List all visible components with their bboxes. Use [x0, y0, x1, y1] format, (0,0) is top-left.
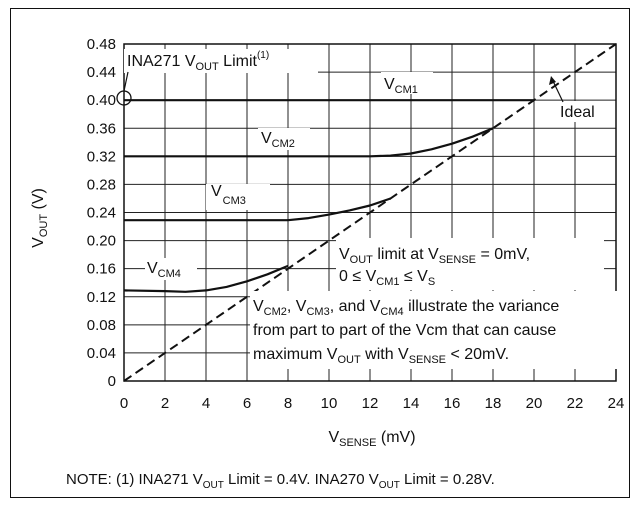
series-line-vcm2	[124, 127, 494, 158]
x-tick-label: 10	[321, 395, 338, 412]
y-tick-label: 0.48	[87, 36, 116, 53]
x-tick-label: 12	[362, 395, 379, 412]
plot-area-border	[123, 43, 617, 382]
annotation-vout-limit-bg	[336, 238, 604, 290]
vcm2-label-bg	[258, 128, 310, 150]
vcm1-label: VCM1	[384, 76, 418, 96]
y-tick-label: 0	[108, 373, 116, 390]
x-axis-label: VSENSE (mV)	[328, 429, 415, 449]
limit-label-bg	[124, 49, 318, 73]
y-tick-label: 0.40	[87, 92, 116, 109]
vcm3-label: VCM3	[211, 183, 246, 207]
ideal-arrowhead	[549, 76, 556, 85]
y-tick-label: 0.24	[87, 205, 116, 222]
x-tick-label: 18	[485, 395, 502, 412]
x-tick-label: 0	[120, 395, 128, 412]
y-tick-label: 0.08	[87, 317, 116, 334]
figure-frame	[10, 8, 630, 498]
x-tick-label: 6	[243, 395, 251, 412]
tick-labels: 0 2 4 6 8 10 12 14 16 18 20 22 2400.040.080.120.160.…	[87, 36, 625, 412]
y-tick-label: 0.36	[87, 120, 116, 137]
series-line-ideal	[123, 43, 617, 382]
y-tick-label: 0.04	[87, 345, 116, 362]
x-tick-label: 22	[567, 395, 584, 412]
x-tick-label: 8	[284, 395, 292, 412]
limit-leader-line	[123, 71, 129, 92]
y-tick-label: 0.12	[87, 289, 116, 306]
x-tick-label: 14	[403, 395, 420, 412]
annotation-variance-bg	[250, 291, 618, 369]
annotation-vout-limit-line2: 0 ≤ VCM1 ≤ VS	[339, 268, 435, 288]
annotation-vout-limit-line1: VOUT limit at VSENSE = 0mV,	[339, 246, 530, 266]
y-tick-label: 0.20	[87, 233, 116, 250]
limit-label: INA271 VOUT Limit(1)	[127, 50, 269, 73]
ideal-arrow-line	[552, 80, 564, 103]
vcm3-label-bg	[206, 184, 270, 210]
y-tick-label: 0.44	[87, 64, 116, 81]
vcm4-label: VCM4	[147, 260, 181, 280]
y-axis-label: VOUT (V)	[30, 188, 50, 248]
vcm1-label-bg	[381, 72, 433, 94]
y-tick-label: 0.28	[87, 176, 116, 193]
vcm4-label-bg	[145, 258, 197, 280]
series-line-vcm3	[124, 197, 391, 222]
annotation-variance-line1: VCM2, VCM3, and VCM4 illustrate the vari…	[253, 298, 559, 318]
y-tick-label: 0.32	[87, 148, 116, 165]
annotation-variance-line3: maximum VOUT with VSENSE < 20mV.	[253, 346, 509, 366]
ideal-label: Ideal	[560, 104, 595, 121]
x-tick-label: 2	[161, 395, 169, 412]
series-line-vcm4	[123, 264, 289, 293]
y-tick-label: 0.16	[87, 261, 116, 278]
footnote: NOTE: (1) INA271 VOUT Limit = 0.4V. INA2…	[66, 471, 495, 491]
annotation-variance-line2: from part to part of the Vcm that can ca…	[253, 322, 556, 339]
x-tick-label: 20	[526, 395, 543, 412]
vcm2-label: VCM2	[261, 130, 295, 150]
x-tick-label: 16	[444, 395, 461, 412]
x-tick-label: 24	[608, 395, 625, 412]
ideal-label-bg	[556, 101, 602, 122]
x-tick-label: 4	[202, 395, 210, 412]
series-layer	[123, 43, 617, 382]
